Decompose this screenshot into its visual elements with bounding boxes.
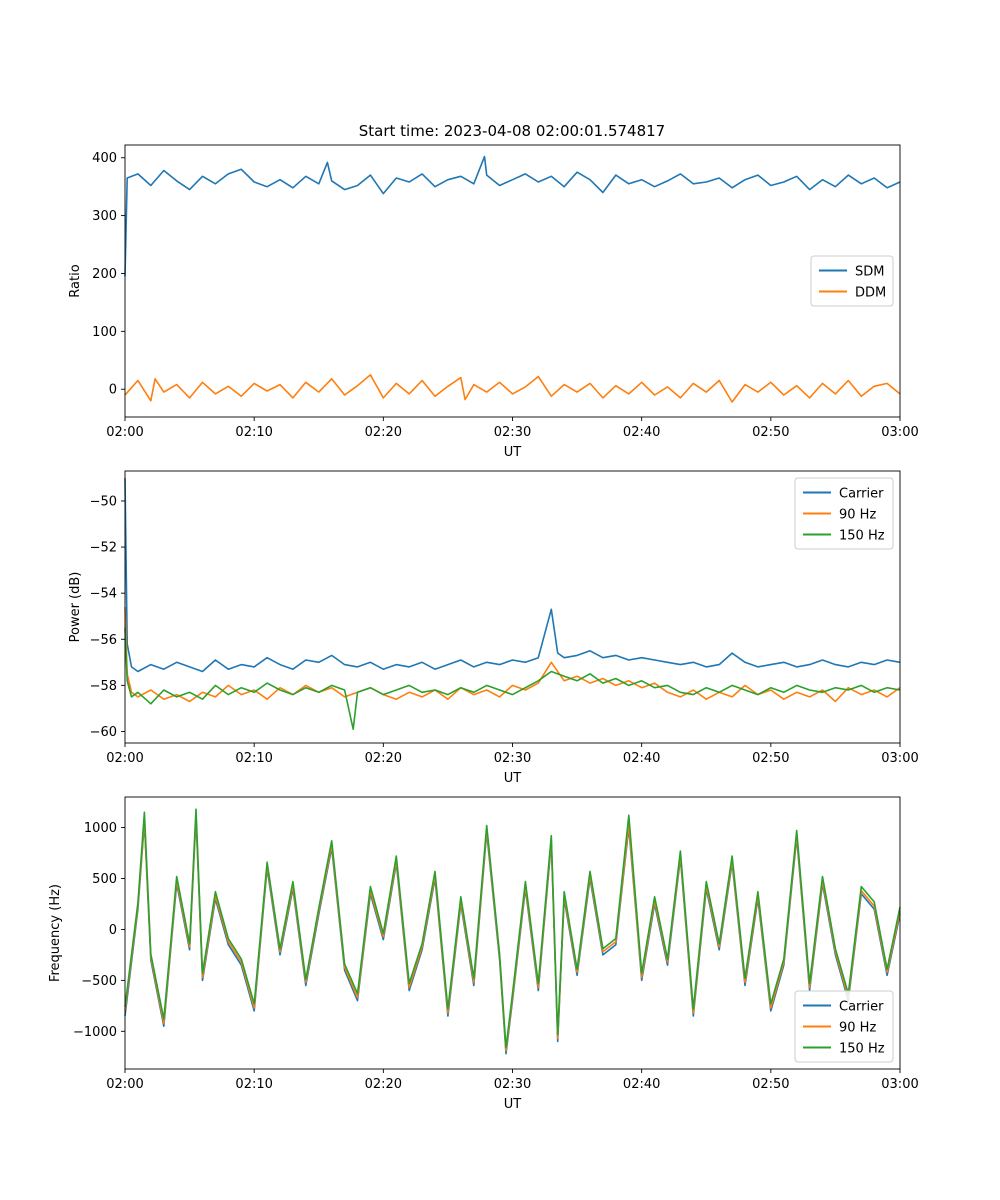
y-tick-label: 200 xyxy=(92,267,117,282)
plot-frame xyxy=(124,144,901,418)
y-tick-label: 0 xyxy=(109,383,117,398)
x-tick-label: 02:30 xyxy=(494,425,531,440)
y-axis-label: Ratio xyxy=(68,264,83,297)
y-tick-label: −1000 xyxy=(73,1025,117,1040)
y-tick-label: 300 xyxy=(92,209,117,224)
chart-panel-3: 02:00 02:10 02:20 02:30 02:40 02:50 03:00 −1000… xyxy=(48,796,919,1112)
figure-title: Start time: 2023-04-08 02:00:01.574817 xyxy=(359,122,665,140)
y-tick-label: −52 xyxy=(90,541,117,556)
y-tick-label: 0 xyxy=(109,923,117,938)
legend: Carrier 90 Hz 150 Hz xyxy=(794,990,894,1063)
legend-box xyxy=(794,990,894,1063)
series-line-sdm xyxy=(124,155,901,277)
series-line-carrier xyxy=(124,816,901,1055)
x-axis-label: UT xyxy=(504,1097,522,1112)
x-tick-label: 03:00 xyxy=(881,1077,918,1092)
legend-label: 90 Hz xyxy=(839,508,876,523)
legend-label: 90 Hz xyxy=(839,1021,876,1036)
x-tick-label: 02:10 xyxy=(235,1077,272,1092)
chart-panel-1: 02:00 02:10 02:20 02:30 02:40 02:50 03:00 0 100 2… xyxy=(68,144,919,460)
series-line-150-hz xyxy=(124,808,901,1049)
legend-label: Carrier xyxy=(839,1000,884,1015)
legend: Carrier 90 Hz 150 Hz xyxy=(794,477,894,550)
y-tick-label: −54 xyxy=(90,587,117,602)
y-axis-label: Frequency (Hz) xyxy=(48,884,63,982)
y-axis-label: Power (dB) xyxy=(68,572,83,643)
x-tick-label: 02:20 xyxy=(365,751,402,766)
series-line-150-hz xyxy=(124,627,901,731)
x-tick-label: 02:20 xyxy=(365,1077,402,1092)
y-tick-label: 1000 xyxy=(84,821,117,836)
panels: 02:00 02:10 02:20 02:30 02:40 02:50 03:00 0 100 2… xyxy=(48,144,919,1112)
x-tick-label: 02:40 xyxy=(623,751,660,766)
y-tick-label: −50 xyxy=(90,494,117,509)
y-tick-label: 500 xyxy=(92,872,117,887)
x-tick-label: 02:00 xyxy=(106,751,143,766)
series-line-90-hz xyxy=(124,606,901,703)
legend-label: 150 Hz xyxy=(839,529,885,544)
y-tick-label: 400 xyxy=(92,151,117,166)
x-tick-label: 02:00 xyxy=(106,425,143,440)
legend-label: DDM xyxy=(855,286,886,301)
x-tick-label: 02:50 xyxy=(752,751,789,766)
chart-panel-2: 02:00 02:10 02:20 02:30 02:40 02:50 03:00 −60 −5… xyxy=(68,470,919,786)
x-tick-label: 02:10 xyxy=(235,425,272,440)
x-tick-label: 03:00 xyxy=(881,425,918,440)
y-tick-label: −60 xyxy=(90,725,117,740)
y-tick-label: 100 xyxy=(92,325,117,340)
x-tick-label: 02:10 xyxy=(235,751,272,766)
legend-label: SDM xyxy=(855,265,884,280)
x-tick-label: 02:00 xyxy=(106,1077,143,1092)
legend-label: 150 Hz xyxy=(839,1042,885,1057)
legend-box xyxy=(794,477,894,550)
plot-frame xyxy=(124,470,901,744)
x-tick-label: 02:50 xyxy=(752,425,789,440)
x-tick-label: 02:50 xyxy=(752,1077,789,1092)
y-tick-label: −56 xyxy=(90,633,117,648)
series-line-carrier xyxy=(124,477,901,673)
x-tick-label: 02:20 xyxy=(365,425,402,440)
x-tick-label: 02:40 xyxy=(623,425,660,440)
y-tick-label: −58 xyxy=(90,679,117,694)
x-tick-label: 02:30 xyxy=(494,751,531,766)
series-line-90-hz xyxy=(124,813,901,1052)
x-tick-label: 03:00 xyxy=(881,751,918,766)
series-line-ddm xyxy=(124,373,901,403)
plot-frame xyxy=(124,796,901,1070)
legend-label: Carrier xyxy=(839,487,884,502)
x-tick-label: 02:40 xyxy=(623,1077,660,1092)
legend-box xyxy=(810,255,894,307)
x-tick-label: 02:30 xyxy=(494,1077,531,1092)
x-axis-label: UT xyxy=(504,445,522,460)
legend: SDM DDM xyxy=(810,255,894,307)
x-axis-label: UT xyxy=(504,771,522,786)
y-tick-label: −500 xyxy=(81,974,117,989)
